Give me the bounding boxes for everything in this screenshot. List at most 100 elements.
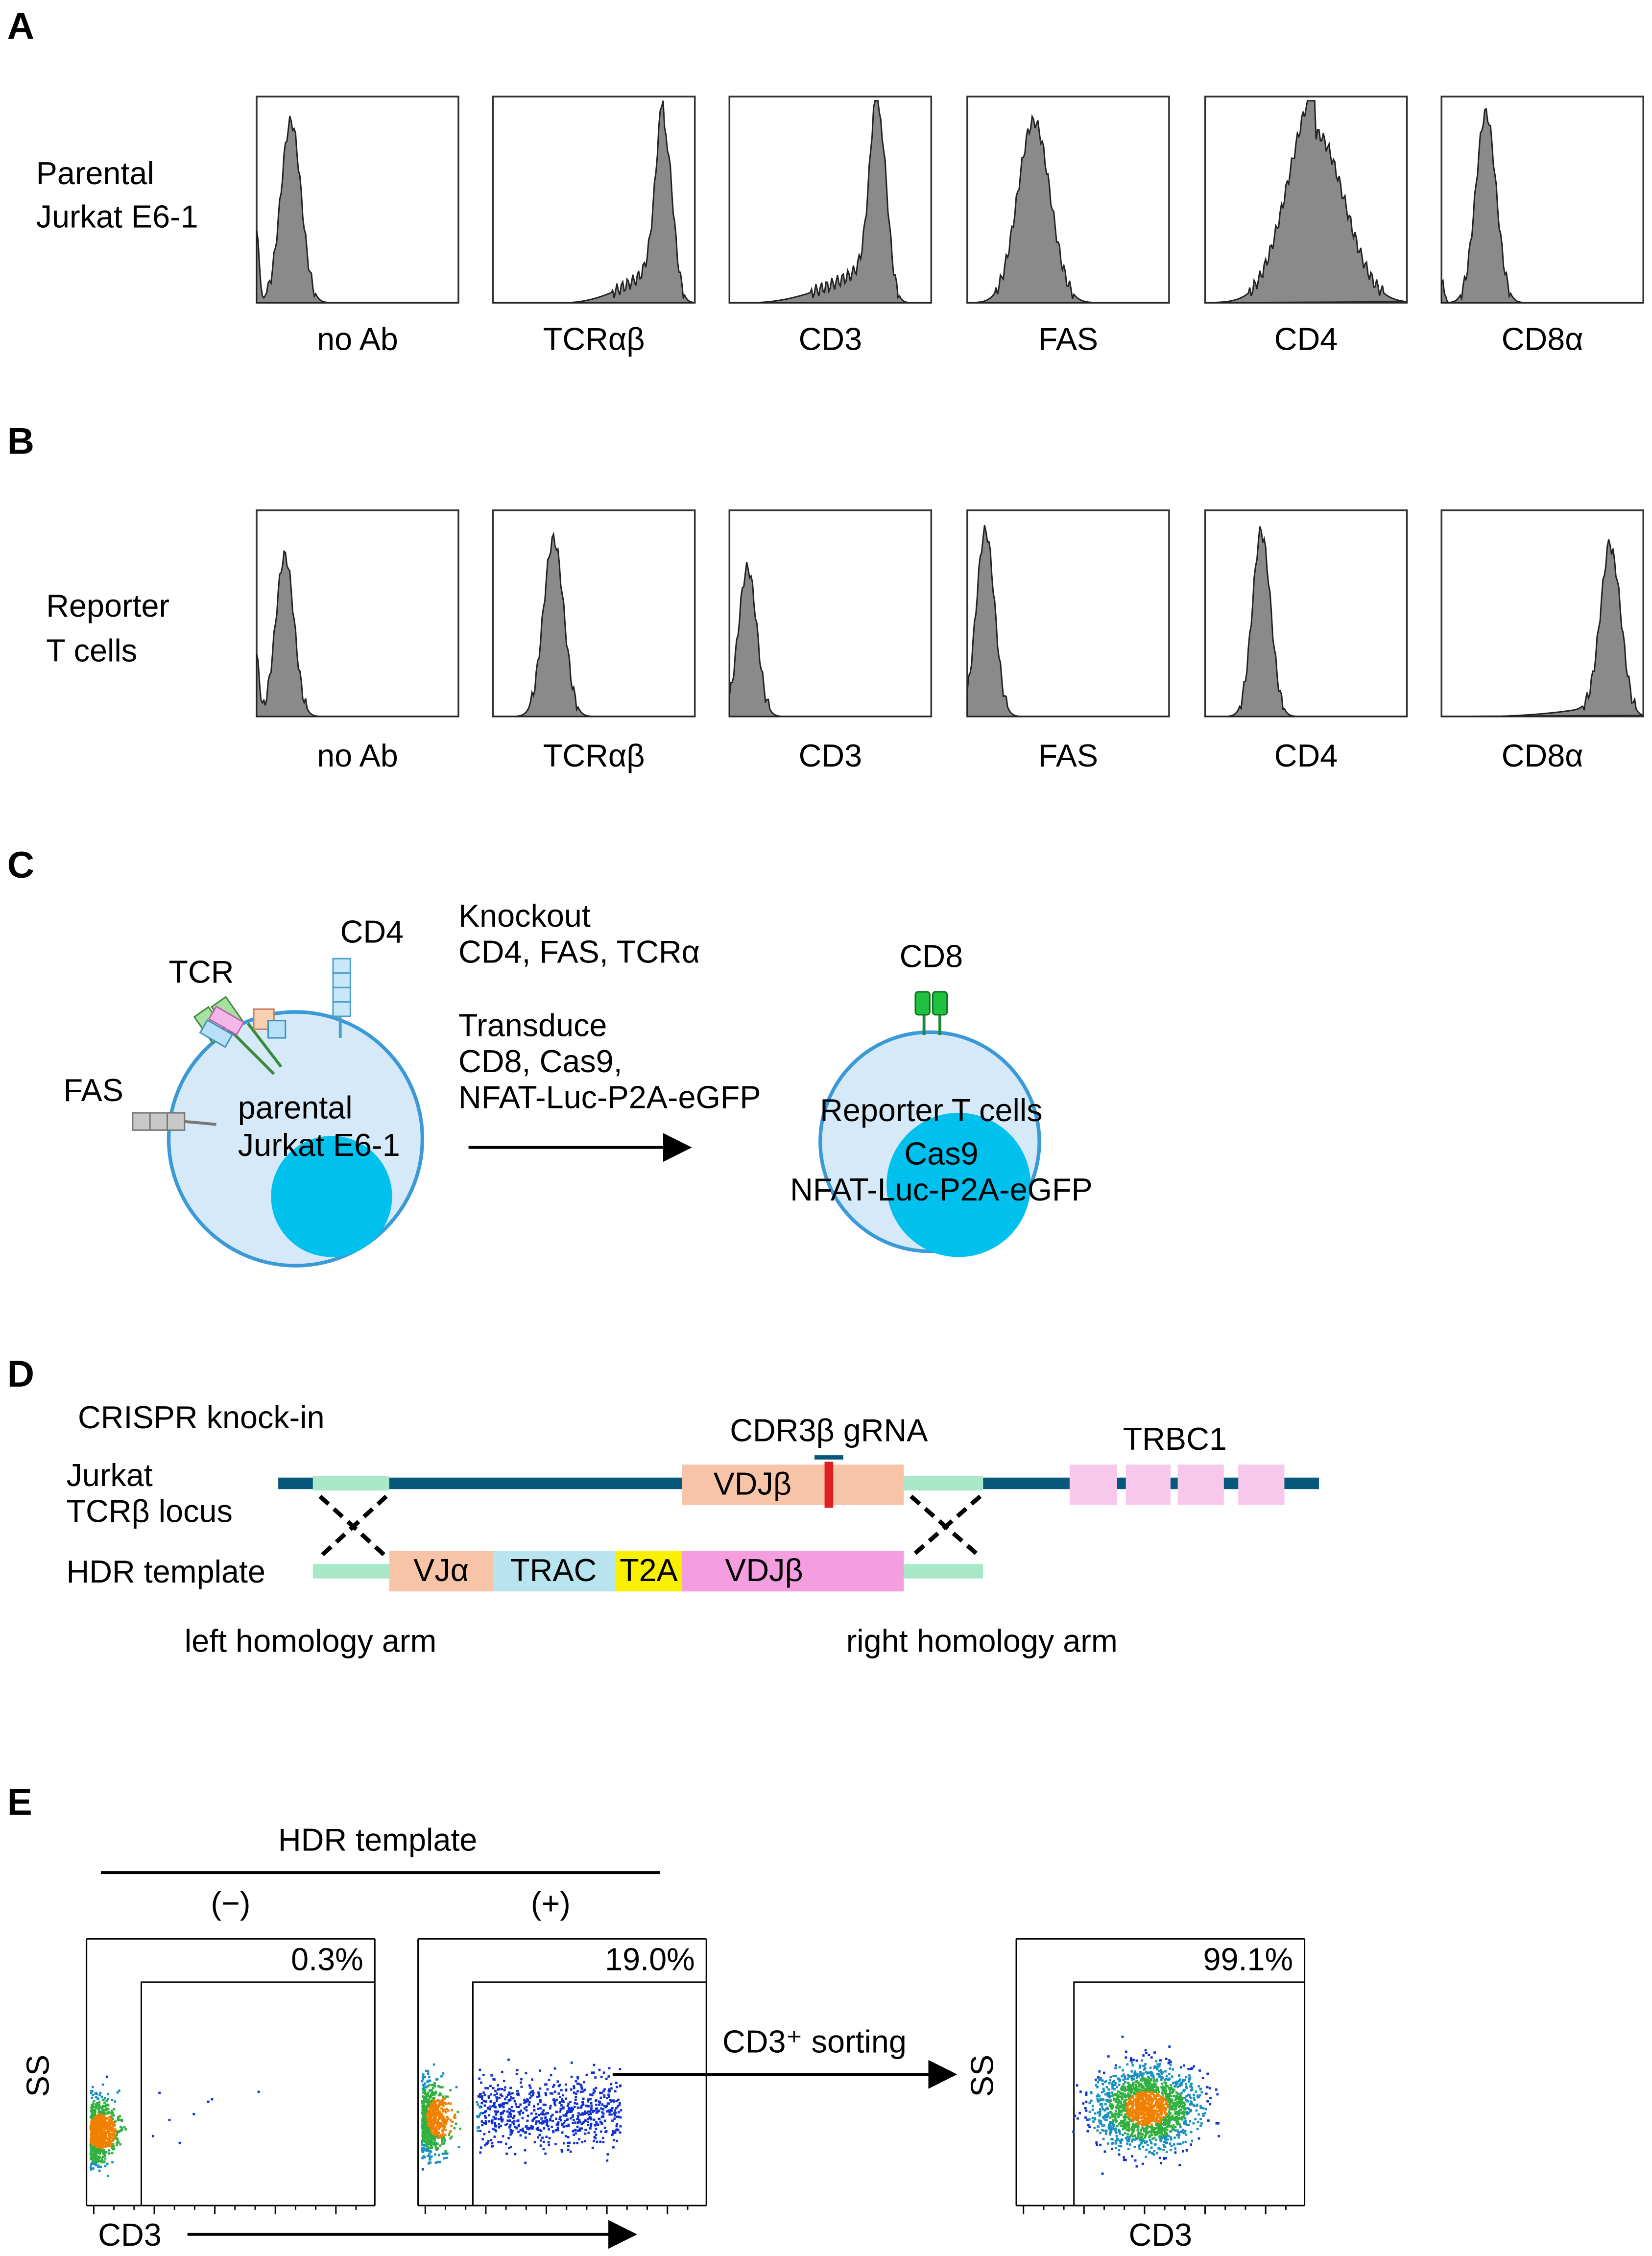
event	[442, 2136, 445, 2139]
event	[1138, 2108, 1141, 2111]
event	[572, 2114, 575, 2117]
event	[1108, 2133, 1111, 2136]
event	[1145, 2148, 1148, 2151]
event	[1148, 2054, 1150, 2056]
event	[107, 2121, 110, 2124]
event	[561, 2131, 564, 2134]
event	[530, 2125, 533, 2128]
event	[440, 2125, 443, 2127]
event	[1183, 2097, 1186, 2099]
event	[493, 2136, 496, 2138]
event	[1124, 2088, 1126, 2091]
event	[512, 2117, 515, 2119]
event	[596, 2140, 599, 2143]
event	[1180, 2108, 1182, 2111]
event	[1084, 2116, 1087, 2119]
event	[1108, 2105, 1111, 2108]
event	[120, 2118, 123, 2121]
event	[569, 2101, 572, 2103]
event	[425, 2130, 428, 2133]
event	[1183, 2114, 1186, 2117]
event	[457, 2146, 460, 2149]
event	[1184, 2120, 1187, 2122]
event	[1142, 2108, 1145, 2110]
event	[1141, 2075, 1144, 2078]
gate-percent: 19.0%	[605, 1942, 695, 1977]
receptor-label: CD4	[340, 913, 404, 949]
event	[575, 2080, 577, 2083]
event	[602, 2112, 605, 2115]
event	[619, 2125, 622, 2128]
event	[428, 2155, 431, 2158]
event	[90, 2126, 93, 2129]
event	[1150, 2123, 1153, 2126]
event	[1164, 2070, 1167, 2073]
event	[489, 2085, 492, 2088]
event	[442, 2095, 444, 2098]
event	[1195, 2090, 1197, 2093]
event	[1111, 2106, 1114, 2109]
event	[1085, 2093, 1088, 2096]
event	[1145, 2108, 1148, 2111]
event	[1104, 2093, 1107, 2096]
event	[1132, 2101, 1135, 2104]
event	[1173, 2129, 1176, 2132]
event	[1153, 2150, 1156, 2153]
event	[1108, 2128, 1111, 2131]
event	[1118, 2099, 1121, 2102]
event	[1165, 2093, 1168, 2096]
event	[440, 2114, 442, 2117]
event	[497, 2088, 500, 2091]
event	[617, 2105, 619, 2108]
event	[1079, 2090, 1082, 2093]
event	[111, 2099, 114, 2101]
event	[1180, 2092, 1183, 2094]
event	[1185, 2083, 1188, 2086]
event	[1207, 2119, 1210, 2122]
event	[98, 2169, 101, 2172]
event	[1127, 2121, 1130, 2124]
event	[91, 2115, 94, 2118]
event	[1116, 2125, 1119, 2127]
event	[92, 2126, 94, 2129]
event	[614, 2131, 617, 2134]
event	[1174, 2108, 1177, 2110]
event	[1158, 2070, 1160, 2073]
event	[551, 2120, 554, 2122]
event	[1160, 2096, 1163, 2099]
event	[112, 2139, 115, 2142]
event	[92, 2129, 95, 2132]
event	[1149, 2072, 1152, 2075]
event	[1108, 2091, 1111, 2094]
event	[544, 2152, 547, 2155]
event	[495, 2113, 498, 2116]
event	[1141, 2111, 1144, 2113]
histogram	[728, 562, 932, 718]
event	[526, 2119, 529, 2122]
event	[1143, 2112, 1146, 2115]
event	[435, 2131, 438, 2134]
event	[483, 2104, 486, 2107]
event	[478, 2077, 481, 2080]
event	[1189, 2120, 1192, 2123]
event	[94, 2128, 96, 2131]
event	[91, 2090, 94, 2092]
event	[96, 2092, 98, 2095]
event	[557, 2092, 560, 2095]
event	[565, 2114, 568, 2117]
event	[99, 2091, 102, 2094]
event	[525, 2106, 528, 2109]
event	[547, 2140, 550, 2143]
event	[1142, 2109, 1145, 2112]
event	[108, 2139, 111, 2142]
event	[1144, 2141, 1147, 2144]
event	[444, 2129, 447, 2131]
event	[1139, 2071, 1142, 2074]
event	[1174, 2115, 1177, 2118]
event	[579, 2084, 582, 2087]
event	[442, 2127, 445, 2130]
event	[421, 2095, 424, 2098]
event	[429, 2108, 432, 2110]
event	[529, 2097, 531, 2099]
event	[1188, 2108, 1191, 2111]
